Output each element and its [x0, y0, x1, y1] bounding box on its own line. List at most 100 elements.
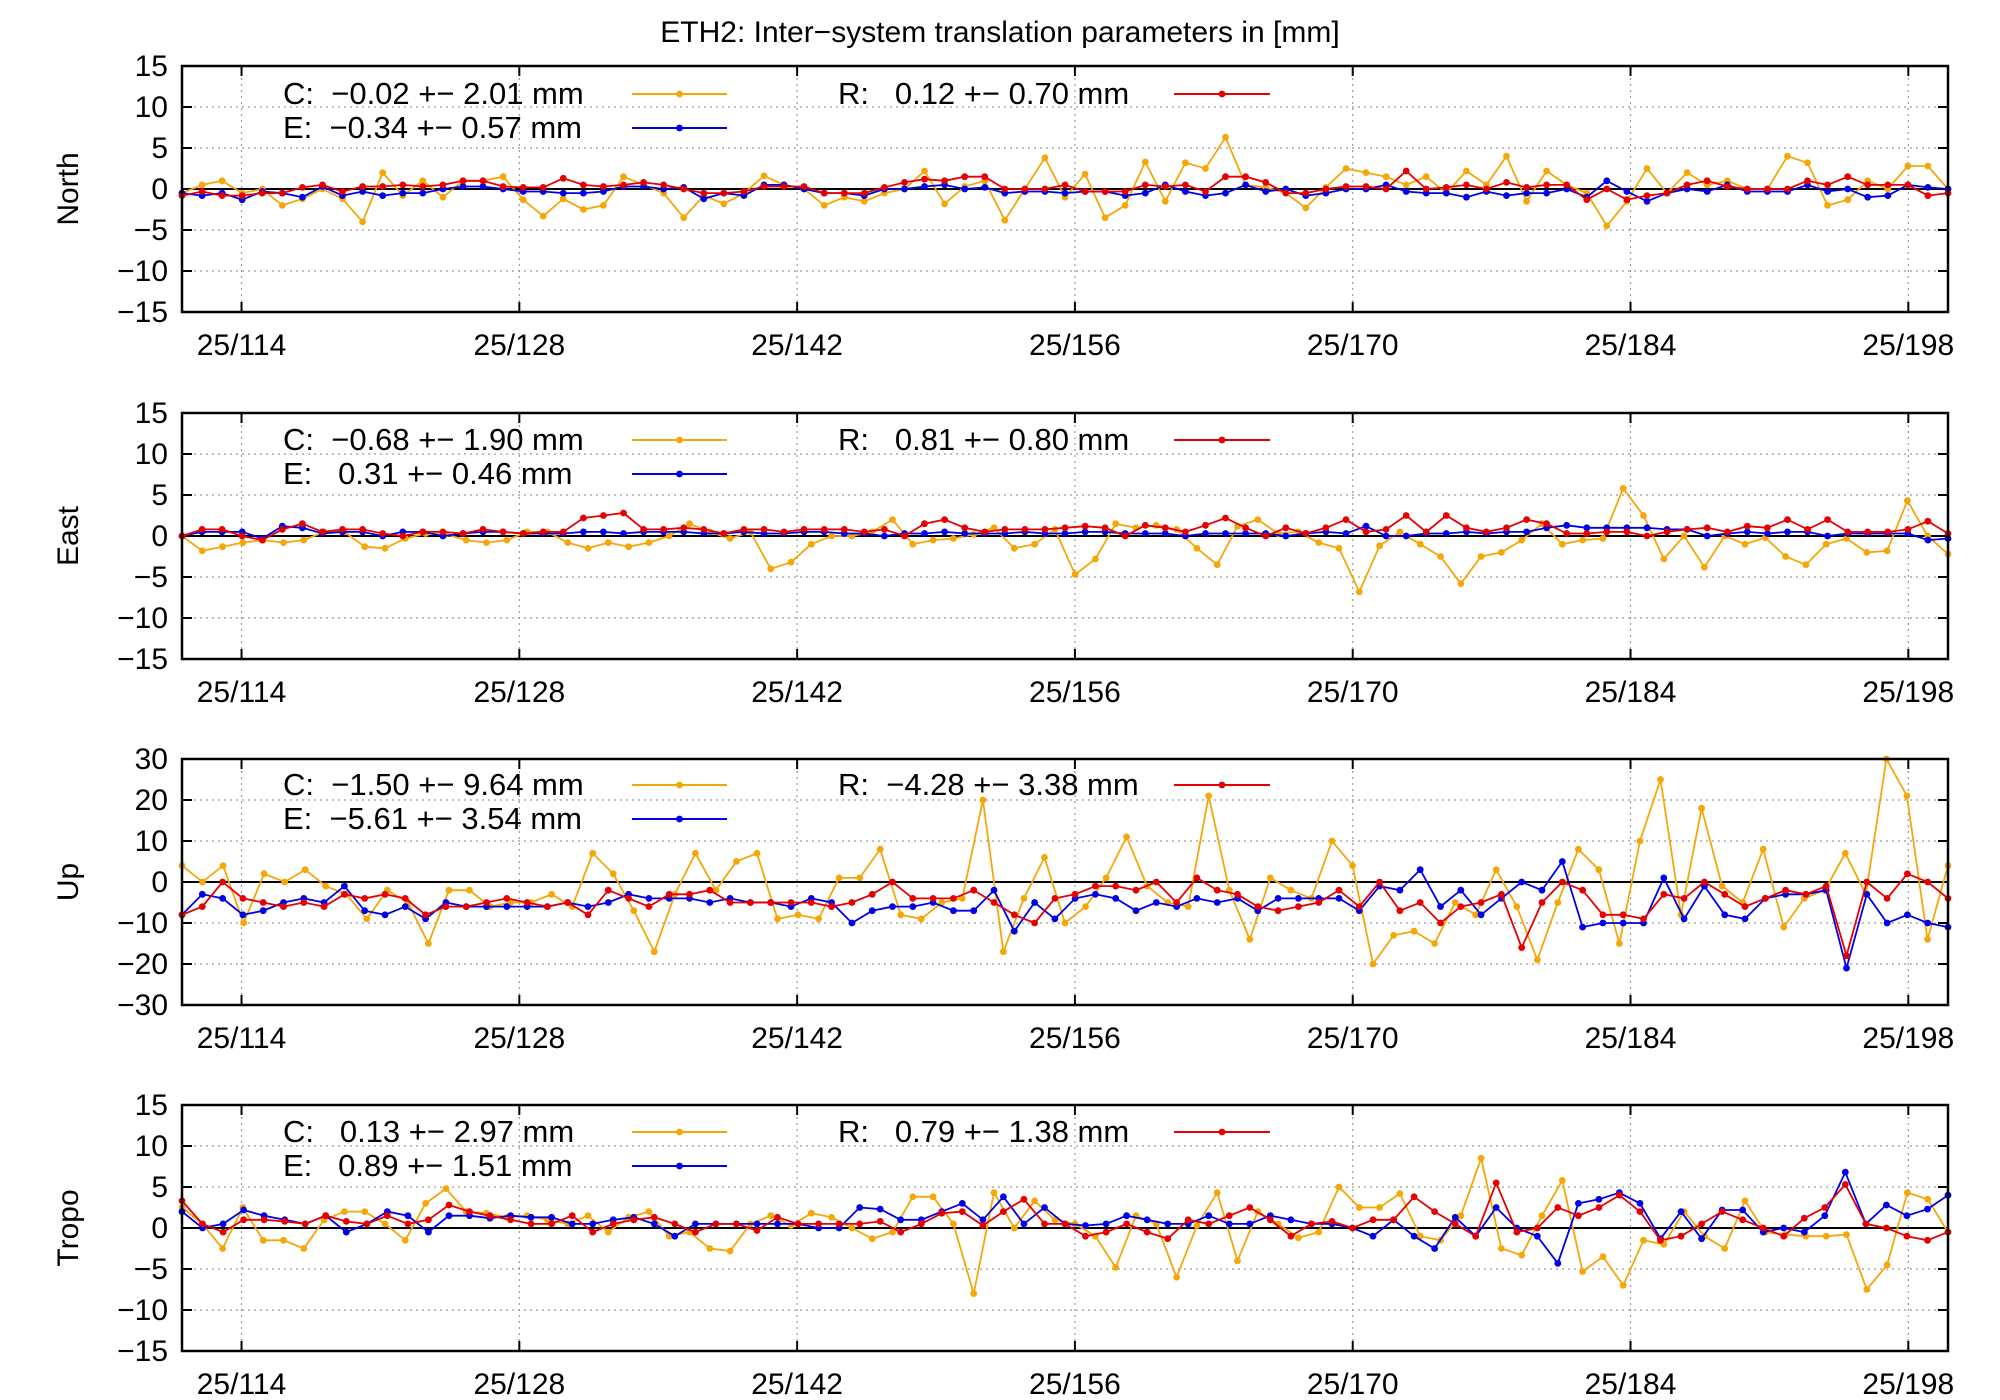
data-point — [1782, 553, 1789, 560]
panel-east: −15 −10 −5 0 5 10 15 25/114 25/128 25/142 25/156 25… — [52, 397, 1954, 709]
y-tick-label: −20 — [117, 948, 168, 981]
data-point — [1041, 1204, 1048, 1211]
x-tick-label: 25/142 — [751, 676, 843, 709]
data-point — [1205, 792, 1213, 800]
data-point — [1844, 528, 1852, 536]
data-point — [1342, 165, 1350, 172]
data-point — [589, 1228, 597, 1236]
data-point — [1523, 197, 1530, 205]
data-point — [404, 1212, 412, 1220]
legend-marker-C — [676, 1128, 683, 1136]
data-point — [1703, 188, 1711, 195]
data-point — [1643, 192, 1651, 200]
data-point — [1112, 882, 1120, 890]
data-point — [1451, 899, 1459, 906]
data-point — [958, 895, 966, 902]
data-point — [381, 1220, 389, 1228]
data-point — [320, 903, 328, 910]
data-point — [462, 536, 470, 544]
data-point — [1503, 524, 1510, 532]
data-point — [600, 528, 607, 536]
data-point — [600, 512, 607, 519]
x-tick-label: 25/156 — [1029, 1022, 1121, 1055]
data-point — [1173, 899, 1180, 906]
data-point — [1782, 886, 1789, 894]
data-point — [199, 878, 206, 886]
data-point — [1000, 1193, 1007, 1201]
data-point — [970, 886, 978, 894]
data-point — [341, 890, 348, 898]
data-point — [1335, 1183, 1343, 1191]
data-point — [1081, 170, 1089, 178]
data-point — [860, 528, 868, 536]
data-point — [1903, 1232, 1911, 1240]
data-point — [1558, 1177, 1566, 1184]
data-point — [828, 903, 835, 910]
data-point — [1410, 1193, 1418, 1201]
data-point — [1804, 159, 1811, 167]
data-point — [1041, 526, 1049, 533]
data-point — [1266, 874, 1274, 882]
plot-frame — [180, 411, 1950, 661]
data-point — [1041, 185, 1049, 193]
data-point — [1558, 878, 1566, 886]
y-tick-label: −5 — [134, 561, 168, 594]
data-point — [774, 1213, 781, 1221]
series-R — [178, 870, 1952, 960]
data-point — [580, 514, 587, 522]
data-point — [620, 173, 627, 181]
data-point — [1382, 173, 1390, 181]
data-point — [1841, 1168, 1849, 1176]
data-point — [589, 849, 597, 857]
x-tick-label: 25/128 — [473, 329, 565, 362]
data-point — [486, 1212, 494, 1220]
data-point — [1141, 521, 1149, 529]
data-point — [1657, 776, 1664, 783]
data-point — [1603, 222, 1611, 230]
legend-label-C: C: −0.02 +− 2.01 mm — [283, 76, 584, 111]
data-point — [620, 509, 627, 517]
data-point — [1322, 524, 1330, 532]
data-point — [479, 526, 487, 533]
data-point — [1759, 1224, 1767, 1232]
data-point — [1924, 1205, 1931, 1213]
data-point — [760, 183, 768, 190]
data-point — [341, 882, 348, 890]
data-point — [1141, 530, 1149, 537]
data-point — [564, 899, 572, 906]
data-point — [1804, 526, 1811, 533]
data-point — [753, 849, 761, 857]
data-point — [1595, 1195, 1603, 1203]
data-point — [1883, 895, 1891, 902]
data-point — [1680, 915, 1688, 923]
y-tick-label: 5 — [151, 479, 168, 512]
data-point — [339, 526, 346, 533]
data-point — [856, 1204, 864, 1211]
data-point — [1599, 919, 1607, 927]
data-point — [787, 558, 795, 566]
data-point — [363, 1220, 371, 1228]
y-tick-label: −30 — [117, 989, 168, 1022]
data-point — [1010, 1224, 1018, 1232]
data-point — [1761, 895, 1769, 902]
legend-label-C: C: 0.13 +− 2.97 mm — [283, 1114, 574, 1149]
legend-marker-R — [1218, 90, 1226, 98]
data-point — [399, 181, 407, 189]
data-point — [1904, 911, 1911, 919]
data-point — [1041, 154, 1049, 162]
panel-tropo: −15 −10 −5 0 5 10 15 25/114 25/128 25/142 25/156 25… — [52, 1089, 1954, 1400]
data-point — [800, 526, 808, 533]
y-axis-label: Up — [52, 863, 85, 901]
data-point — [1824, 532, 1831, 540]
y-tick-label: 10 — [135, 1130, 168, 1163]
data-point — [1543, 520, 1550, 528]
data-point — [1061, 189, 1069, 197]
data-point — [1222, 173, 1229, 181]
data-point — [938, 899, 946, 906]
data-point — [1161, 524, 1169, 532]
data-point — [559, 174, 567, 182]
data-point — [439, 528, 447, 536]
data-point — [425, 940, 432, 947]
legend-marker-E — [676, 470, 683, 478]
data-point — [1431, 940, 1438, 947]
